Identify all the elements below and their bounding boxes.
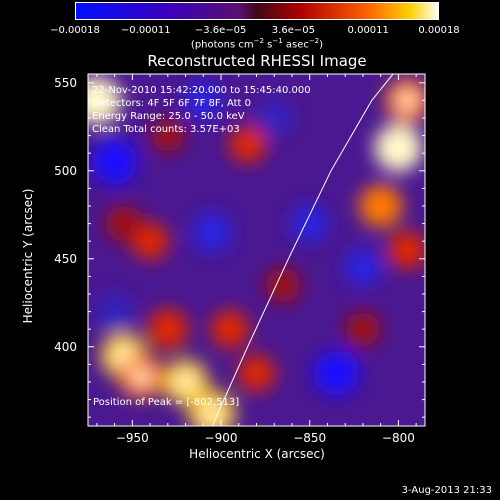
emission-core-14 (399, 92, 416, 109)
emission-source-11 (265, 267, 301, 303)
emission-source-25 (343, 248, 383, 287)
total-counts-annotation: Clean Total counts: 3.57E+03 (92, 124, 240, 135)
emission-source-23 (184, 81, 223, 120)
emission-source-8 (210, 310, 250, 349)
time-range-annotation: 22-Nov-2010 15:42:20.000 to 15:45:40.000 (92, 85, 311, 96)
y-tick-label: 550 (54, 75, 77, 90)
detectors-annotation: Detectors: 4F 5F 6F 7F 8F, Att 0 (92, 98, 252, 109)
x-axis-label: Heliocentric X (arcsec) (189, 447, 325, 461)
x-tick-label: −900 (204, 431, 238, 445)
timestamp: 3-Aug-2013 21:33 (401, 485, 492, 496)
colorbar-units: (photons cm−2 s−1 asec−2) (190, 37, 324, 51)
emission-source-16 (388, 230, 425, 270)
emission-core-2 (133, 368, 150, 385)
emission-source-22 (256, 100, 293, 136)
energy-range-annotation: Energy Range: 25.0 - 50.0 keV (92, 111, 245, 122)
emission-core-0 (88, 92, 105, 109)
peak-position-annotation: Position of Peak = [-802,513] (93, 397, 240, 408)
x-tick-label: −800 (381, 431, 415, 445)
emission-source-5 (147, 308, 189, 350)
emission-source-19 (91, 139, 138, 185)
emission-source-21 (290, 204, 329, 243)
colorbar-tick-label: 0.00018 (418, 25, 460, 36)
x-tick-label: −950 (115, 431, 149, 445)
emission-source-12 (345, 311, 381, 347)
emission-source-17 (151, 118, 185, 153)
emission-source-20 (313, 350, 360, 397)
y-axis-label: Heliocentric Y (arcsec) (21, 188, 35, 324)
emission-source-7 (105, 205, 142, 242)
emission-source-9 (237, 354, 276, 392)
colorbar-tick-label: −3.6e−05 (194, 25, 247, 36)
emission-source-6 (131, 222, 169, 260)
y-tick-label: 400 (54, 339, 77, 354)
y-tick-label: 450 (54, 251, 77, 266)
y-tick-label: 500 (54, 163, 77, 178)
colorbar-tick-label: −0.00018 (50, 25, 100, 36)
colorbar-fill (75, 2, 439, 20)
emission-source-10 (229, 125, 267, 163)
chart-title: Reconstructed RHESSI Image (147, 52, 367, 70)
emission-source-18 (191, 212, 233, 253)
emission-source-15 (359, 184, 403, 228)
emission-source-24 (96, 293, 133, 330)
emission-core-13 (390, 139, 407, 156)
colorbar (75, 2, 439, 20)
colorbar-tick-label: 3.6e−05 (271, 25, 315, 36)
x-tick-label: −850 (293, 431, 327, 445)
colorbar-tick-label: −0.00011 (120, 25, 171, 36)
emission-core-3 (177, 374, 194, 390)
colorbar-tick-label: 0.00011 (347, 25, 389, 36)
solar-limb-line (211, 74, 394, 426)
